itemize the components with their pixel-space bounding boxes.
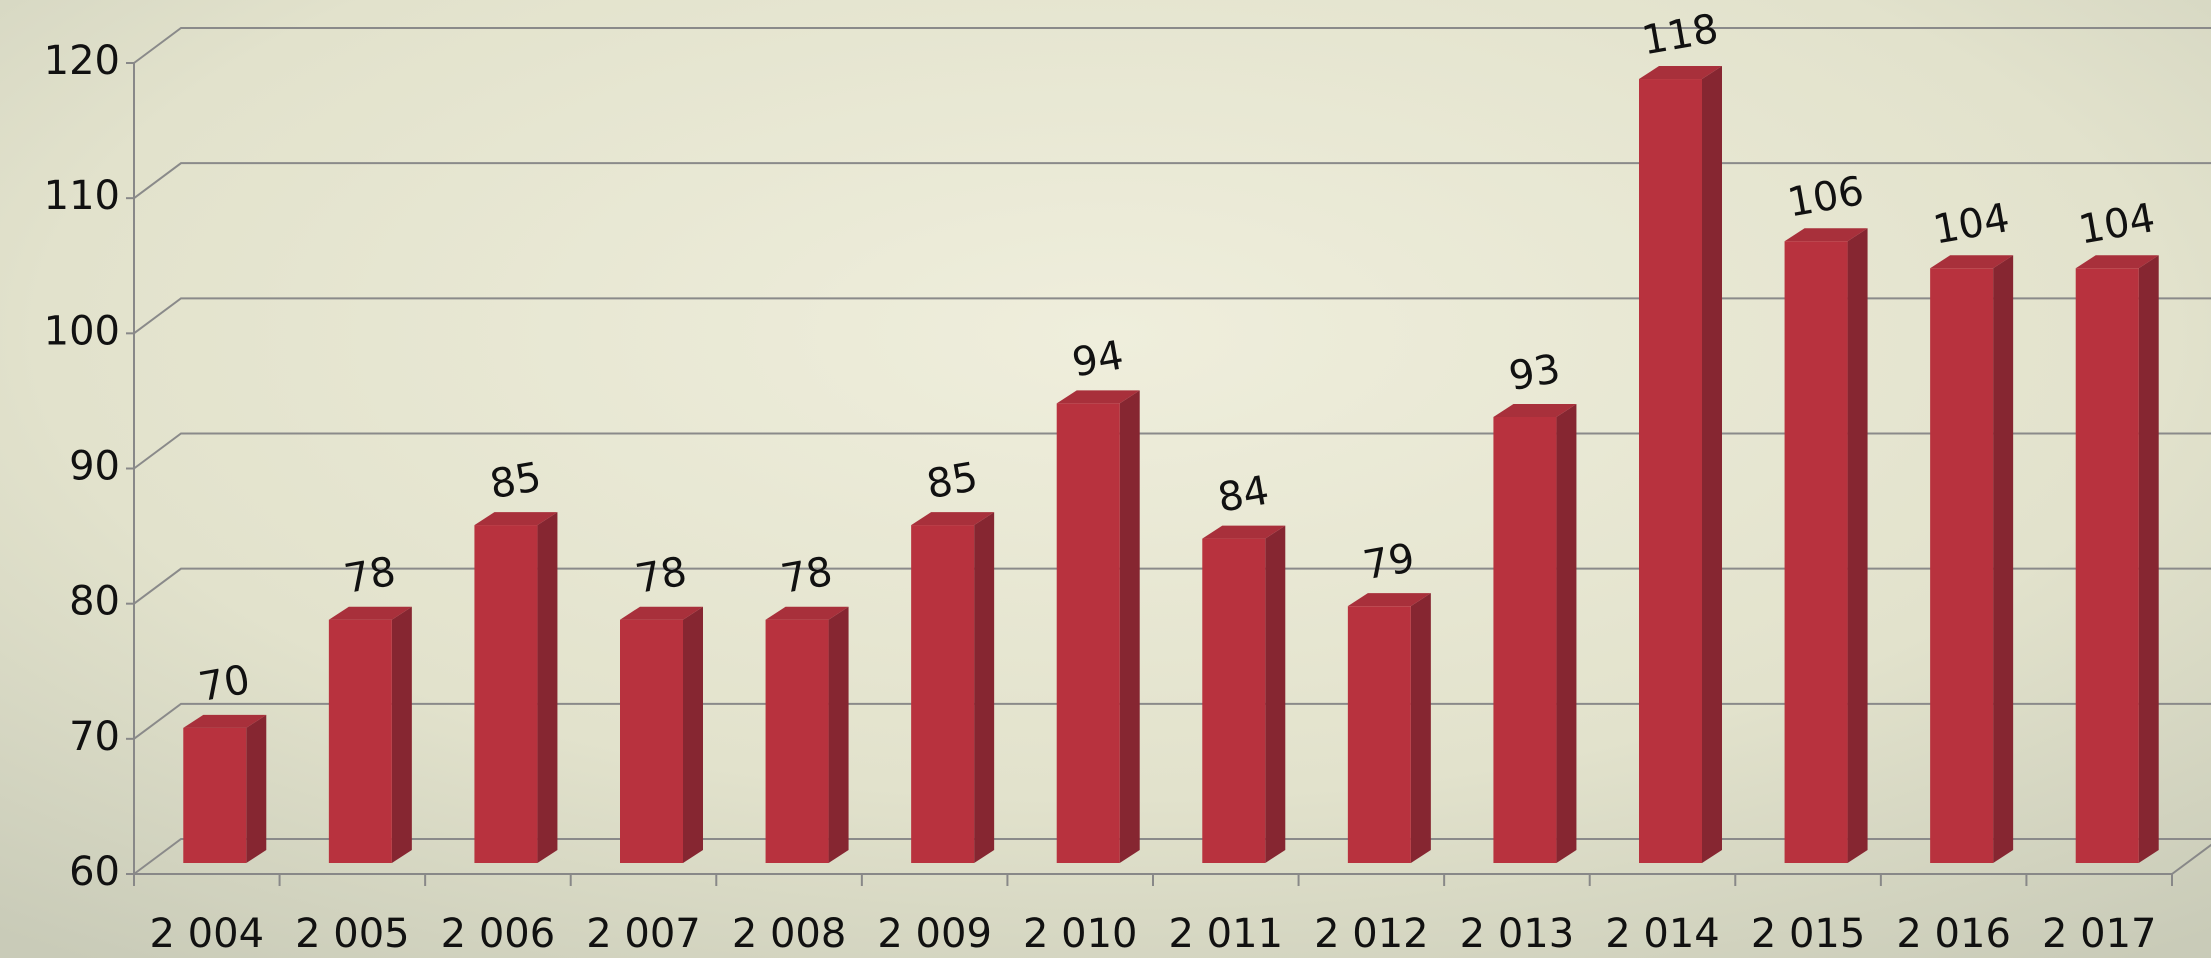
x-tick-label: 2 015: [1751, 911, 1866, 957]
y-tick-label: 90: [69, 444, 120, 490]
bar-side: [1410, 593, 1431, 863]
data-label: 79: [1360, 535, 1418, 589]
grid-line: [133, 297, 2211, 335]
bar-side: [2138, 255, 2159, 863]
bar-side: [1556, 403, 1577, 863]
bar-top: [2075, 255, 2159, 269]
bar-side: [1119, 390, 1140, 863]
x-tick-label: 2 016: [1896, 911, 2011, 957]
x-tick-label: 2 009: [877, 911, 992, 957]
bar: [911, 525, 975, 863]
x-tick-label: 2 012: [1314, 911, 1429, 957]
bar-side: [1702, 66, 1722, 864]
data-label: 78: [632, 549, 690, 603]
data-label: 84: [1214, 468, 1272, 522]
bar-top: [1347, 593, 1431, 607]
x-tick-label: 2 010: [1023, 911, 1138, 957]
data-label: 70: [195, 657, 253, 711]
x-tick-label: 2 014: [1605, 911, 1720, 957]
x-tick-label: 2 017: [2042, 911, 2157, 957]
bar: [328, 619, 392, 863]
x-tick-label: 2 004: [150, 911, 265, 957]
bar-side: [683, 606, 703, 863]
bar-top: [1202, 525, 1286, 539]
floor-edge: [2171, 843, 2211, 875]
y-tick-label: 80: [69, 579, 120, 625]
bar-top: [765, 606, 849, 620]
bar-top: [1056, 390, 1140, 404]
bar-top: [183, 714, 267, 728]
bar-top: [474, 512, 558, 526]
bar-top: [1639, 66, 1722, 80]
bar-top: [1493, 403, 1577, 417]
bar: [474, 525, 538, 863]
x-tick-label: 2 011: [1169, 911, 1284, 957]
x-tick-label: 2 005: [295, 911, 410, 957]
bar-side: [391, 606, 412, 863]
y-tick-label: 120: [44, 38, 120, 84]
bar: [1347, 606, 1411, 863]
bar: [765, 619, 829, 863]
bar: [1493, 416, 1557, 863]
x-tick-label: 2 008: [732, 911, 847, 957]
grid-line: [133, 27, 2211, 64]
bar-top: [911, 512, 995, 526]
data-label: 78: [778, 549, 836, 603]
data-label: 85: [487, 454, 545, 508]
bar: [183, 727, 247, 863]
grid-line: [133, 162, 2211, 199]
y-tick-label: 60: [69, 849, 120, 895]
bar-side: [974, 512, 995, 863]
data-label: 93: [1506, 346, 1564, 400]
bar-side: [1265, 525, 1286, 863]
data-label: 85: [923, 454, 981, 508]
bar-top: [1784, 228, 1868, 242]
bar-side: [537, 512, 558, 863]
bar: [1202, 538, 1266, 863]
bar-side: [246, 714, 267, 863]
bar-side: [828, 606, 849, 863]
y-tick-label: 100: [44, 308, 120, 354]
x-tick-label: 2 013: [1460, 911, 1575, 957]
bar: [1784, 241, 1848, 863]
bar-top: [620, 606, 703, 620]
y-tick-label: 110: [44, 173, 120, 219]
bar-top: [328, 606, 412, 620]
bar: [620, 619, 683, 863]
bar: [1639, 79, 1702, 864]
x-tick-label: 2 006: [441, 911, 556, 957]
bar-side: [1847, 228, 1868, 863]
bar: [1056, 403, 1120, 863]
y-tick-label: 70: [69, 714, 120, 760]
data-label: 94: [1069, 332, 1127, 386]
x-tick-label: 2 007: [586, 911, 701, 957]
bar: [2075, 268, 2139, 863]
bar: [1930, 268, 1994, 863]
bar-side: [1993, 255, 2014, 863]
data-label: 78: [341, 549, 399, 603]
bar-top: [1930, 255, 2014, 269]
